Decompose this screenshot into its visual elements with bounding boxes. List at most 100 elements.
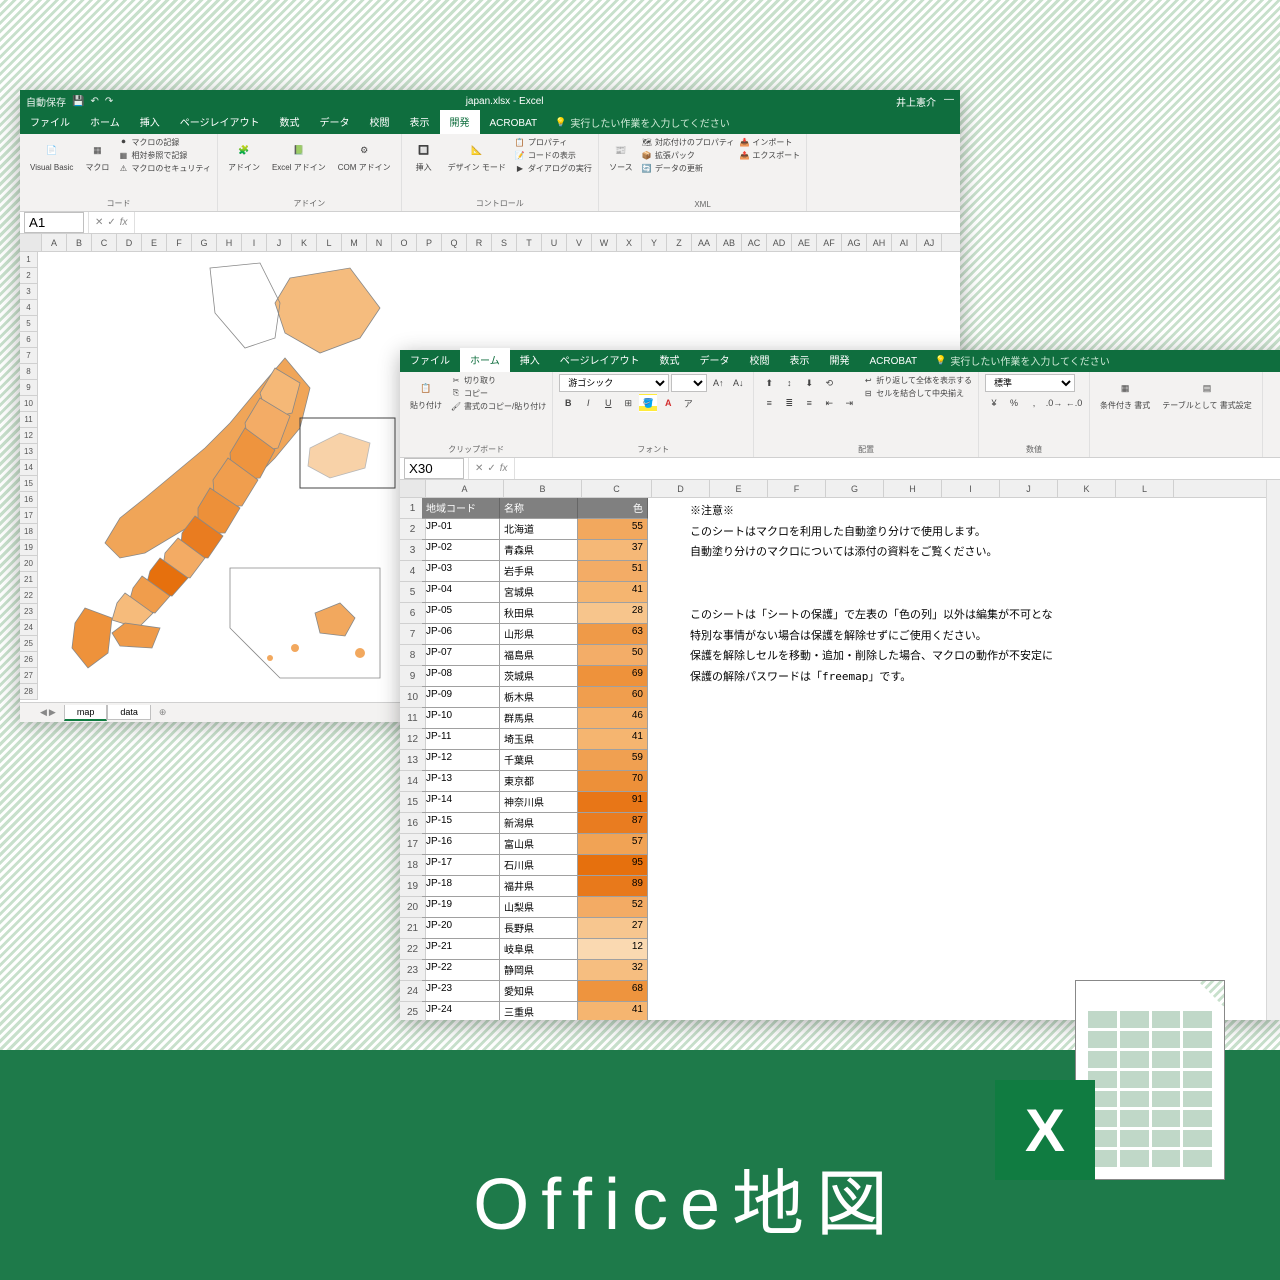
relative-ref-button[interactable]: ▦相対参照で記録 (117, 149, 211, 161)
table-cell[interactable]: JP-20 (422, 918, 500, 939)
increase-font-icon[interactable]: A↑ (709, 374, 727, 392)
column-header[interactable]: G (192, 234, 217, 251)
save-icon[interactable]: 💾 (72, 96, 84, 107)
table-cell[interactable]: 栃木県 (500, 687, 578, 708)
vertical-scrollbar[interactable] (1266, 480, 1280, 1020)
table-cell[interactable]: JP-08 (422, 666, 500, 687)
table-cell[interactable]: 静岡県 (500, 960, 578, 981)
insert-control-button[interactable]: 🔲挿入 (408, 136, 440, 175)
table-row[interactable]: JP-24三重県41 (422, 1002, 648, 1020)
sheet-tab-data[interactable]: data (107, 705, 151, 720)
import-button[interactable]: 📥インポート (738, 136, 800, 148)
table-cell[interactable]: 愛知県 (500, 981, 578, 1002)
sheet-nav-next-icon[interactable]: ▶ (49, 707, 56, 718)
column-header[interactable]: C (582, 480, 652, 497)
column-header[interactable]: W (592, 234, 617, 251)
table-cell[interactable]: JP-21 (422, 939, 500, 960)
table-row[interactable]: JP-04宮城県41 (422, 582, 648, 603)
table-cell[interactable]: 95 (578, 855, 648, 876)
table-cell[interactable]: 91 (578, 792, 648, 813)
sheet-nav-prev-icon[interactable]: ◀ (40, 707, 47, 718)
font-size-select[interactable]: 11 (671, 374, 707, 392)
ribbon-tab-ホーム[interactable]: ホーム (460, 348, 510, 372)
column-header[interactable]: AF (817, 234, 842, 251)
table-cell[interactable]: 60 (578, 687, 648, 708)
table-cell[interactable]: 59 (578, 750, 648, 771)
increase-decimal-icon[interactable]: .0→ (1045, 394, 1063, 412)
table-cell[interactable]: 神奈川県 (500, 792, 578, 813)
row-header[interactable]: 28 (20, 684, 38, 700)
table-cell[interactable]: 東京都 (500, 771, 578, 792)
table-cell[interactable]: 三重県 (500, 1002, 578, 1020)
align-middle-icon[interactable]: ↕ (780, 374, 798, 392)
row-header[interactable]: 21 (20, 572, 38, 588)
decrease-decimal-icon[interactable]: ←.0 (1065, 394, 1083, 412)
design-mode-button[interactable]: 📐デザイン モード (444, 136, 510, 175)
merge-center-button[interactable]: ⊟セルを結合して中央揃え (862, 387, 972, 399)
row-header[interactable]: 10 (20, 396, 38, 412)
ribbon-tab-ファイル[interactable]: ファイル (20, 110, 80, 134)
format-as-table-button[interactable]: ▤テーブルとして 書式設定 (1158, 374, 1256, 413)
refresh-data-button[interactable]: 🔄データの更新 (641, 162, 735, 174)
ribbon-tab-数式[interactable]: 数式 (270, 110, 310, 134)
table-cell[interactable]: 37 (578, 540, 648, 561)
column-header[interactable]: A (42, 234, 67, 251)
row-header[interactable]: 9 (20, 380, 38, 396)
column-header[interactable]: V (567, 234, 592, 251)
autosave-toggle[interactable]: 自動保存 (26, 94, 66, 109)
table-cell[interactable]: 27 (578, 918, 648, 939)
column-header[interactable]: Q (442, 234, 467, 251)
column-header[interactable]: T (517, 234, 542, 251)
table-row[interactable]: JP-23愛知県68 (422, 981, 648, 1002)
column-header[interactable]: AE (792, 234, 817, 251)
table-cell[interactable]: 石川県 (500, 855, 578, 876)
ribbon-tab-ACROBAT[interactable]: ACROBAT (480, 114, 548, 134)
column-header[interactable]: B (67, 234, 92, 251)
column-header[interactable]: AI (892, 234, 917, 251)
column-header[interactable]: R (467, 234, 492, 251)
table-cell[interactable]: JP-01 (422, 519, 500, 540)
ribbon-tab-ACROBAT[interactable]: ACROBAT (860, 352, 928, 372)
table-cell[interactable]: 28 (578, 603, 648, 624)
table-cell[interactable]: 秋田県 (500, 603, 578, 624)
column-header[interactable]: U (542, 234, 567, 251)
view-code-button[interactable]: 📝コードの表示 (514, 149, 592, 161)
table-cell[interactable]: 68 (578, 981, 648, 1002)
addins-button[interactable]: 🧩アドイン (224, 136, 264, 175)
comma-icon[interactable]: , (1025, 394, 1043, 412)
table-header[interactable]: 地域コード (422, 498, 500, 519)
wrap-text-button[interactable]: ↩折り返して全体を表示する (862, 374, 972, 386)
table-cell[interactable]: JP-18 (422, 876, 500, 897)
table-row[interactable]: JP-06山形県63 (422, 624, 648, 645)
com-addins-button[interactable]: ⚙COM アドイン (334, 136, 395, 175)
table-row[interactable]: JP-01北海道55 (422, 519, 648, 540)
table-row[interactable]: JP-15新潟県87 (422, 813, 648, 834)
column-header[interactable]: H (884, 480, 942, 497)
cancel-formula-icon[interactable]: ✕ (475, 463, 483, 474)
column-header[interactable]: A (426, 480, 504, 497)
table-row[interactable]: JP-22静岡県32 (422, 960, 648, 981)
table-cell[interactable]: 宮城県 (500, 582, 578, 603)
decrease-font-icon[interactable]: A↓ (729, 374, 747, 392)
table-cell[interactable]: 埼玉県 (500, 729, 578, 750)
column-header[interactable]: D (652, 480, 710, 497)
table-cell[interactable]: 87 (578, 813, 648, 834)
row-header[interactable]: 7 (20, 348, 38, 364)
macro-security-button[interactable]: ⚠マクロのセキュリティ (117, 162, 211, 174)
fx-icon[interactable]: fx (120, 217, 128, 228)
ribbon-tab-開発[interactable]: 開発 (820, 348, 860, 372)
table-cell[interactable]: 新潟県 (500, 813, 578, 834)
table-cell[interactable]: 41 (578, 729, 648, 750)
row-header[interactable]: 8 (20, 364, 38, 380)
number-format-select[interactable]: 標準 (985, 374, 1075, 392)
table-cell[interactable]: JP-12 (422, 750, 500, 771)
ribbon-tab-校閲[interactable]: 校閲 (360, 110, 400, 134)
export-button[interactable]: 📤エクスポート (738, 149, 800, 161)
select-all-corner[interactable] (400, 480, 426, 497)
column-header[interactable]: N (367, 234, 392, 251)
name-box[interactable] (404, 458, 464, 479)
table-cell[interactable]: 69 (578, 666, 648, 687)
percent-icon[interactable]: % (1005, 394, 1023, 412)
fx-icon[interactable]: fx (500, 463, 508, 474)
column-header[interactable]: K (1058, 480, 1116, 497)
